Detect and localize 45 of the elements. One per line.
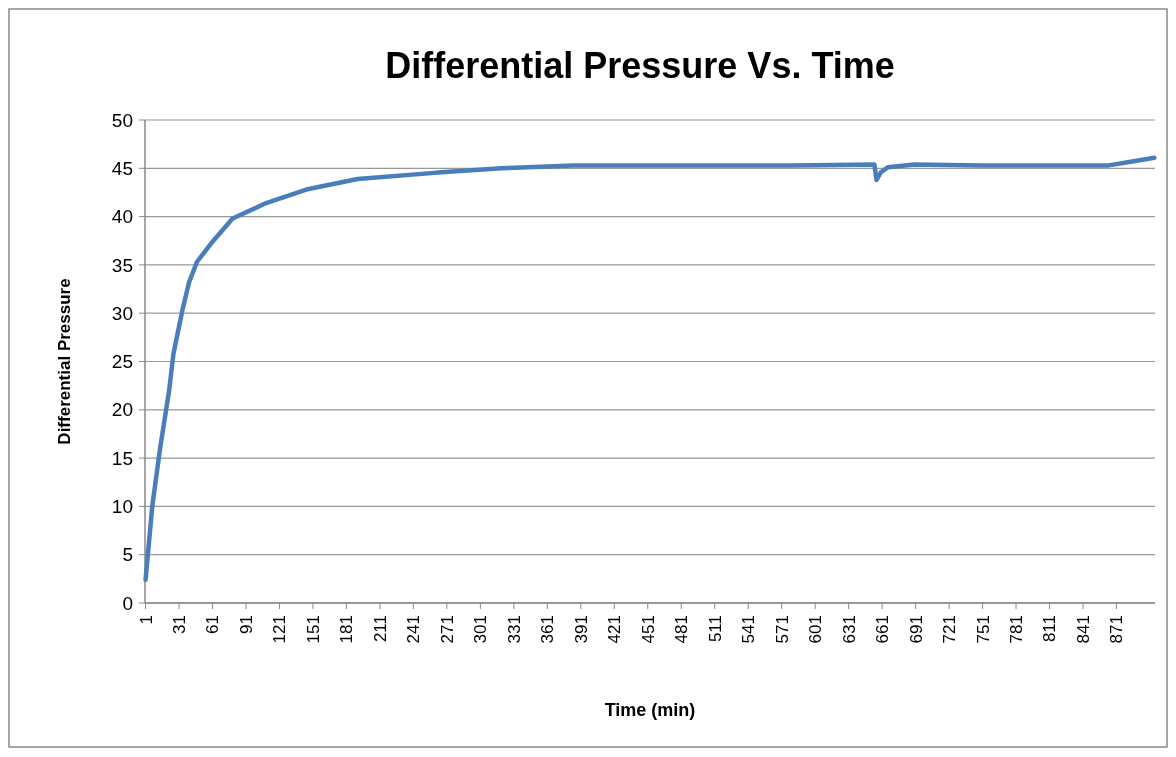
y-tick-label: 20 bbox=[111, 399, 133, 421]
y-tick-label: 10 bbox=[111, 496, 133, 518]
x-tick-label: 481 bbox=[672, 615, 692, 644]
x-tick-label: 91 bbox=[236, 615, 256, 634]
y-tick-label: 50 bbox=[111, 109, 133, 131]
x-tick-label: 421 bbox=[605, 615, 625, 644]
x-tick-label: 331 bbox=[504, 615, 524, 644]
x-tick-label: 691 bbox=[906, 615, 926, 644]
x-axis-title: Time (min) bbox=[604, 700, 696, 720]
x-tick-label: 721 bbox=[940, 615, 960, 644]
x-tick-label: 391 bbox=[571, 615, 591, 644]
x-tick-label: 61 bbox=[203, 615, 223, 634]
x-tick-label: 781 bbox=[1007, 615, 1027, 644]
x-tick-label: 571 bbox=[772, 615, 792, 644]
x-tick-label: 181 bbox=[337, 615, 357, 644]
x-tick-label: 271 bbox=[437, 615, 457, 644]
x-tick-label: 841 bbox=[1073, 615, 1093, 644]
x-tick-label: 361 bbox=[538, 615, 558, 644]
x-tick-label: 541 bbox=[739, 615, 759, 644]
x-tick-label: 121 bbox=[270, 615, 290, 644]
x-tick-label: 31 bbox=[169, 615, 189, 634]
y-axis-title: Differential Pressure bbox=[55, 278, 74, 445]
y-tick-label: 15 bbox=[111, 447, 133, 469]
x-tick-label: 211 bbox=[370, 615, 390, 643]
x-tick-label: 451 bbox=[638, 615, 658, 644]
x-tick-label: 151 bbox=[303, 615, 323, 644]
x-tick-label: 631 bbox=[839, 615, 859, 644]
chart-title: Differential Pressure Vs. Time bbox=[385, 45, 895, 86]
y-tick-label: 25 bbox=[111, 351, 133, 373]
y-tick-label: 40 bbox=[111, 206, 133, 228]
y-tick-label: 45 bbox=[111, 157, 133, 179]
line-series bbox=[143, 155, 1157, 583]
x-tick-label: 661 bbox=[873, 615, 893, 644]
y-tick-label: 0 bbox=[122, 592, 133, 614]
x-tick-label: 511 bbox=[705, 615, 725, 643]
y-tick-label: 5 bbox=[122, 544, 133, 566]
x-tick-label: 811 bbox=[1040, 615, 1060, 643]
x-tick-label: 751 bbox=[973, 615, 993, 644]
x-tick-label: 871 bbox=[1107, 615, 1127, 644]
x-tick-label: 301 bbox=[471, 615, 491, 644]
x-tick-label: 1 bbox=[136, 615, 156, 625]
y-tick-label: 30 bbox=[111, 302, 133, 324]
x-tick-label: 241 bbox=[404, 615, 424, 644]
x-tick-label: 601 bbox=[806, 615, 826, 644]
y-tick-label: 35 bbox=[111, 254, 133, 276]
